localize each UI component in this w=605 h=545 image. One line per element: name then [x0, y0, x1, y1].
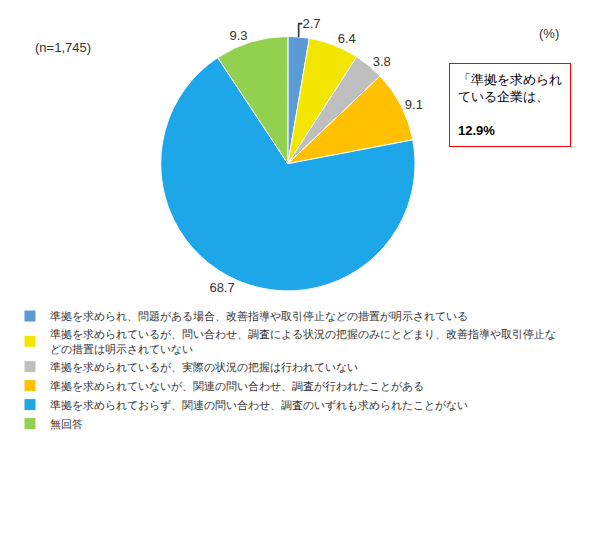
svg-text:68.7: 68.7	[209, 280, 234, 295]
svg-text:無回答: 無回答	[50, 418, 83, 430]
svg-text:3.8: 3.8	[373, 54, 391, 69]
svg-text:(n=1,745): (n=1,745)	[35, 40, 91, 55]
svg-text:2.7: 2.7	[302, 16, 320, 31]
svg-text:準拠を求められているが、問い合わせ、調査による状況の把握のみ: 準拠を求められているが、問い合わせ、調査による状況の把握のみにとどまり、改善指導…	[50, 328, 556, 354]
svg-text:準拠を求められているが、実際の状況の把握は行われていない: 準拠を求められているが、実際の状況の把握は行われていない	[50, 361, 358, 373]
svg-text:準拠を求められておらず、関連の問い合わせ、調査のいずれも求め: 準拠を求められておらず、関連の問い合わせ、調査のいずれも求められたことがない	[50, 399, 468, 412]
svg-text:準拠を求められていないが、関連の問い合わせ、調査が行われたこ: 準拠を求められていないが、関連の問い合わせ、調査が行われたことがある	[50, 380, 424, 392]
svg-text:準拠を求められ、問題がある場合、改善指導や取引停止などの措置: 準拠を求められ、問題がある場合、改善指導や取引停止などの措置が明示されている	[50, 310, 468, 322]
svg-text:9.1: 9.1	[405, 97, 423, 112]
svg-text:(%): (%)	[539, 26, 559, 41]
svg-text:6.4: 6.4	[338, 31, 356, 46]
svg-text:「準拠を求められている企業は、12.9%: 「準拠を求められている企業は、12.9%	[458, 72, 562, 138]
svg-text:9.3: 9.3	[229, 28, 247, 43]
